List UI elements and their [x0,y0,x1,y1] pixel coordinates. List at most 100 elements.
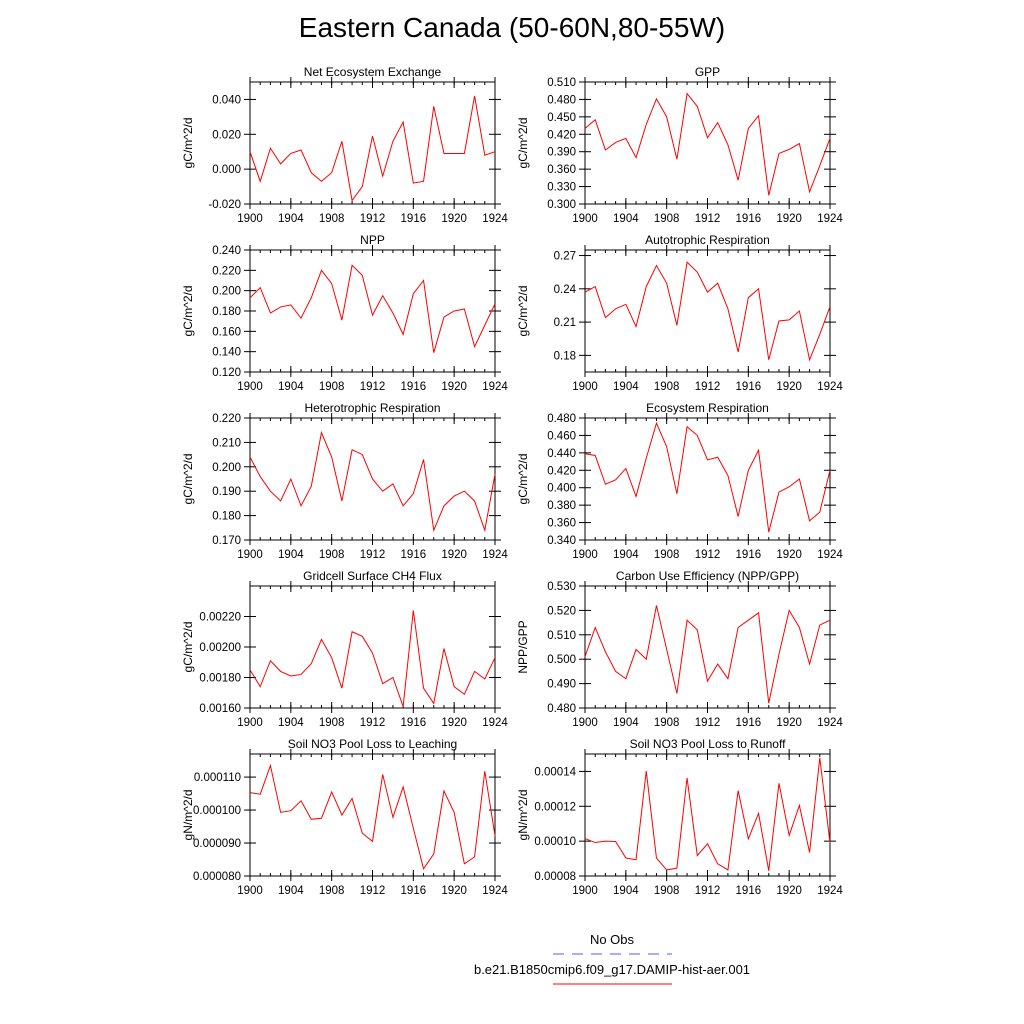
x-tick-label: 1908 [654,717,680,729]
plot-frame [584,249,831,373]
y-tick-label: 0.480 [547,703,576,715]
panel-7: Gridcell Surface CH4 Flux gC/m^2/d 0.00220… [181,569,508,729]
x-tick-label: 1920 [441,549,467,561]
x-tick-label: 1904 [278,885,304,897]
x-tick-label: 1900 [572,381,598,393]
y-tick-label: -0.020 [208,199,241,211]
y-axis-label: NPP/GPP [516,620,530,673]
y-tick-label: 0.27 [554,251,576,263]
x-tick-label: 1924 [482,717,508,729]
x-tick-label: 1900 [237,885,263,897]
panel-5: Heterotrophic Respiration gC/m^2/d 0.220 0.… [181,401,508,561]
panel-title: Heterotrophic Respiration [304,401,440,415]
series-line [584,421,831,533]
panel-4: Autotrophic Respiration gC/m^2/d 0.27 0.24 0… [516,233,843,393]
x-tick-label: 1920 [776,381,802,393]
y-tick-label: 0.420 [547,465,576,477]
y-tick-label: 0.00160 [199,703,241,715]
x-tick-label: 1908 [654,549,680,561]
x-tick-label: 1920 [441,213,467,225]
y-axis-label: gC/m^2/d [516,286,530,337]
y-tick-label: 0.120 [212,367,241,379]
x-tick-label: 1904 [613,381,639,393]
y-tick-label: 0.300 [547,199,576,211]
series-line [249,763,496,870]
x-tick-label: 1916 [401,549,427,561]
y-tick-label: 0.00200 [199,642,241,654]
y-tick-label: 0.240 [212,245,241,257]
x-tick-label: 1900 [237,213,263,225]
x-tick-label: 1916 [401,381,427,393]
panel-3: NPP gC/m^2/d 0.240 0.220 0.200 0.180 0.160 0.14… [181,233,508,393]
y-tick-label: 0.200 [212,286,241,298]
y-tick-label: 0.490 [547,679,576,691]
panel-6: Ecosystem Respiration gC/m^2/d 0.480 0.460 0… [516,401,843,561]
x-tick-label: 1924 [482,381,508,393]
y-tick-label: 0.330 [547,182,576,194]
x-tick-label: 1924 [817,717,843,729]
x-tick-label: 1904 [613,549,639,561]
y-tick-label: 0.440 [547,448,576,460]
y-tick-label: 0.190 [212,486,241,498]
y-tick-label: 0.180 [212,306,241,318]
y-tick-label: 0.170 [212,535,241,547]
x-tick-label: 1904 [613,213,639,225]
y-tick-label: 0.020 [212,129,241,141]
x-tick-label: 1908 [319,213,345,225]
legend-model-line [553,983,672,985]
y-tick-label: 0.000 [212,164,241,176]
x-tick-label: 1908 [319,885,345,897]
x-tick-label: 1904 [278,381,304,393]
plot-frame [249,753,496,877]
x-tick-label: 1912 [360,213,386,225]
x-tick-label: 1916 [401,213,427,225]
y-tick-label: 0.420 [547,129,576,141]
x-tick-label: 1924 [482,549,508,561]
y-axis-label: gC/m^2/d [181,454,195,505]
panel-8: Carbon Use Efficiency (NPP/GPP) NPP/GPP 0.… [516,569,843,729]
y-axis-label: gC/m^2/d [181,118,195,169]
x-tick-label: 1916 [736,381,762,393]
panel-title: Ecosystem Respiration [646,401,769,415]
x-tick-label: 1900 [572,549,598,561]
panel-title: Net Ecosystem Exchange [304,65,442,79]
x-tick-label: 1908 [319,717,345,729]
x-tick-label: 1920 [441,381,467,393]
panel-9: Soil NO3 Pool Loss to LeachinggN/m^2/d0.… [181,737,508,897]
x-tick-label: 1912 [360,885,386,897]
y-tick-label: 0.360 [547,164,576,176]
panel-title: Carbon Use Efficiency (NPP/GPP) [616,569,799,583]
y-tick-label: 0.450 [547,112,576,124]
x-tick-label: 1916 [736,213,762,225]
y-tick-label: 0.00014 [534,766,576,778]
plot-frame [249,249,496,373]
x-tick-label: 1912 [360,717,386,729]
x-tick-label: 1908 [654,213,680,225]
y-axis-label: gN/m^2/d [516,790,530,841]
x-tick-label: 1920 [776,549,802,561]
x-tick-label: 1912 [695,381,721,393]
legend-model-label: b.e21.B1850cmip6.f09_g17.DAMIP-hist-aer.… [473,962,751,977]
y-tick-label: 0.510 [547,630,576,642]
y-tick-label: 0.220 [212,265,241,277]
x-tick-label: 1900 [237,549,263,561]
x-tick-label: 1916 [401,717,427,729]
y-axis-label: gC/m^2/d [516,454,530,505]
y-tick-label: 0.480 [547,94,576,106]
x-tick-label: 1924 [482,213,508,225]
y-axis-label: gC/m^2/d [181,622,195,673]
x-tick-label: 1916 [736,717,762,729]
plot-frame [249,81,496,205]
x-tick-label: 1916 [736,885,762,897]
page-title: Eastern Canada (50-60N,80-55W) [298,12,726,43]
y-tick-label: 0.000110 [194,772,241,784]
x-tick-label: 1912 [360,381,386,393]
x-tick-label: 1904 [613,885,639,897]
y-tick-label: 0.390 [547,147,576,159]
y-tick-label: 0.18 [554,350,576,362]
x-tick-label: 1904 [278,213,304,225]
y-tick-label: 0.360 [547,518,576,530]
x-tick-label: 1900 [237,717,263,729]
panel-title: GPP [695,65,720,79]
legend-obs-label: No Obs [589,932,635,947]
